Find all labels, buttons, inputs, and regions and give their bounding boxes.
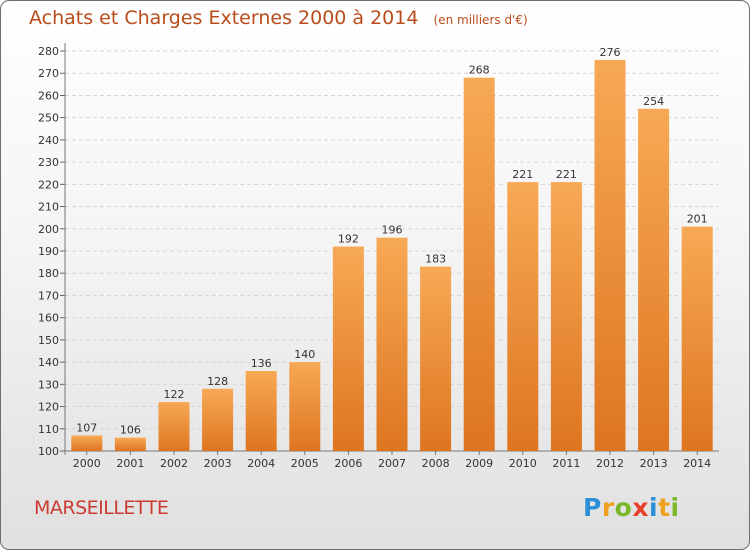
data-label: 221 [556, 168, 577, 181]
bar [114, 437, 146, 451]
y-tick-label: 270 [38, 67, 59, 80]
data-label: 196 [382, 224, 403, 237]
data-label: 268 [469, 64, 490, 77]
x-tick-label: 2007 [378, 457, 406, 470]
y-tick-label: 120 [38, 401, 59, 414]
bar [463, 77, 495, 452]
y-tick-label: 210 [38, 201, 59, 214]
x-tick-label: 2010 [509, 457, 537, 470]
x-tick-label: 2002 [160, 457, 188, 470]
logo-letter: i [649, 493, 659, 522]
y-tick-label: 260 [38, 89, 59, 102]
bar [376, 237, 408, 451]
x-tick-label: 2005 [291, 457, 319, 470]
x-tick-label: 2014 [683, 457, 711, 470]
y-tick-label: 150 [38, 334, 59, 347]
y-tick-label: 100 [38, 445, 59, 458]
x-tick-label: 2008 [422, 457, 450, 470]
x-tick-label: 2000 [73, 457, 101, 470]
y-tick-label: 140 [38, 356, 59, 369]
bar [71, 435, 103, 451]
logo-letter: o [614, 493, 633, 522]
chart-title: Achats et Charges Externes 2000 à 2014 (… [29, 7, 528, 29]
y-tick-label: 170 [38, 289, 59, 302]
data-label: 128 [207, 375, 228, 388]
y-tick-label: 180 [38, 267, 59, 280]
logo-letter: P [583, 493, 602, 522]
proxiti-logo: Proxiti [583, 493, 680, 522]
data-label: 192 [338, 233, 359, 246]
logo-letter: x [632, 493, 649, 522]
y-tick-label: 230 [38, 156, 59, 169]
data-label: 221 [512, 168, 533, 181]
y-tick-label: 110 [38, 423, 59, 436]
bar [289, 362, 321, 451]
x-tick-label: 2004 [247, 457, 275, 470]
data-label: 276 [600, 46, 621, 59]
data-label: 136 [251, 357, 272, 370]
x-tick-label: 2009 [465, 457, 493, 470]
data-label: 122 [164, 388, 185, 401]
x-tick-label: 2013 [640, 457, 668, 470]
y-tick-label: 130 [38, 378, 59, 391]
bar [638, 108, 670, 452]
bar [594, 59, 626, 452]
data-label: 107 [76, 421, 97, 434]
logo-letter: r [601, 493, 615, 522]
y-tick-label: 240 [38, 134, 59, 147]
logo-letter: i [670, 493, 680, 522]
bar [507, 182, 539, 451]
bar [550, 182, 582, 451]
x-tick-label: 2001 [116, 457, 144, 470]
y-tick-label: 160 [38, 312, 59, 325]
y-tick-label: 190 [38, 245, 59, 258]
data-label: 254 [643, 95, 664, 108]
bar [245, 371, 277, 451]
bar [202, 388, 234, 451]
chart-unit: (en milliers d'€) [433, 13, 528, 27]
data-label: 183 [425, 253, 446, 266]
x-tick-label: 2006 [334, 457, 362, 470]
bar [332, 246, 364, 451]
data-label: 140 [294, 348, 315, 361]
bar [420, 266, 452, 451]
x-tick-label: 2012 [596, 457, 624, 470]
data-label: 201 [687, 213, 708, 226]
logo-letter: t [658, 493, 671, 522]
chart-title-text: Achats et Charges Externes 2000 à 2014 [29, 7, 419, 29]
bar [681, 226, 713, 451]
y-tick-label: 220 [38, 178, 59, 191]
y-tick-label: 250 [38, 112, 59, 125]
x-tick-label: 2011 [552, 457, 580, 470]
y-tick-label: 280 [38, 45, 59, 58]
data-label: 106 [120, 424, 141, 437]
x-tick-label: 2003 [204, 457, 232, 470]
place-name: MARSEILLETTE [34, 497, 169, 519]
y-tick-label: 200 [38, 223, 59, 236]
bar [158, 402, 190, 451]
